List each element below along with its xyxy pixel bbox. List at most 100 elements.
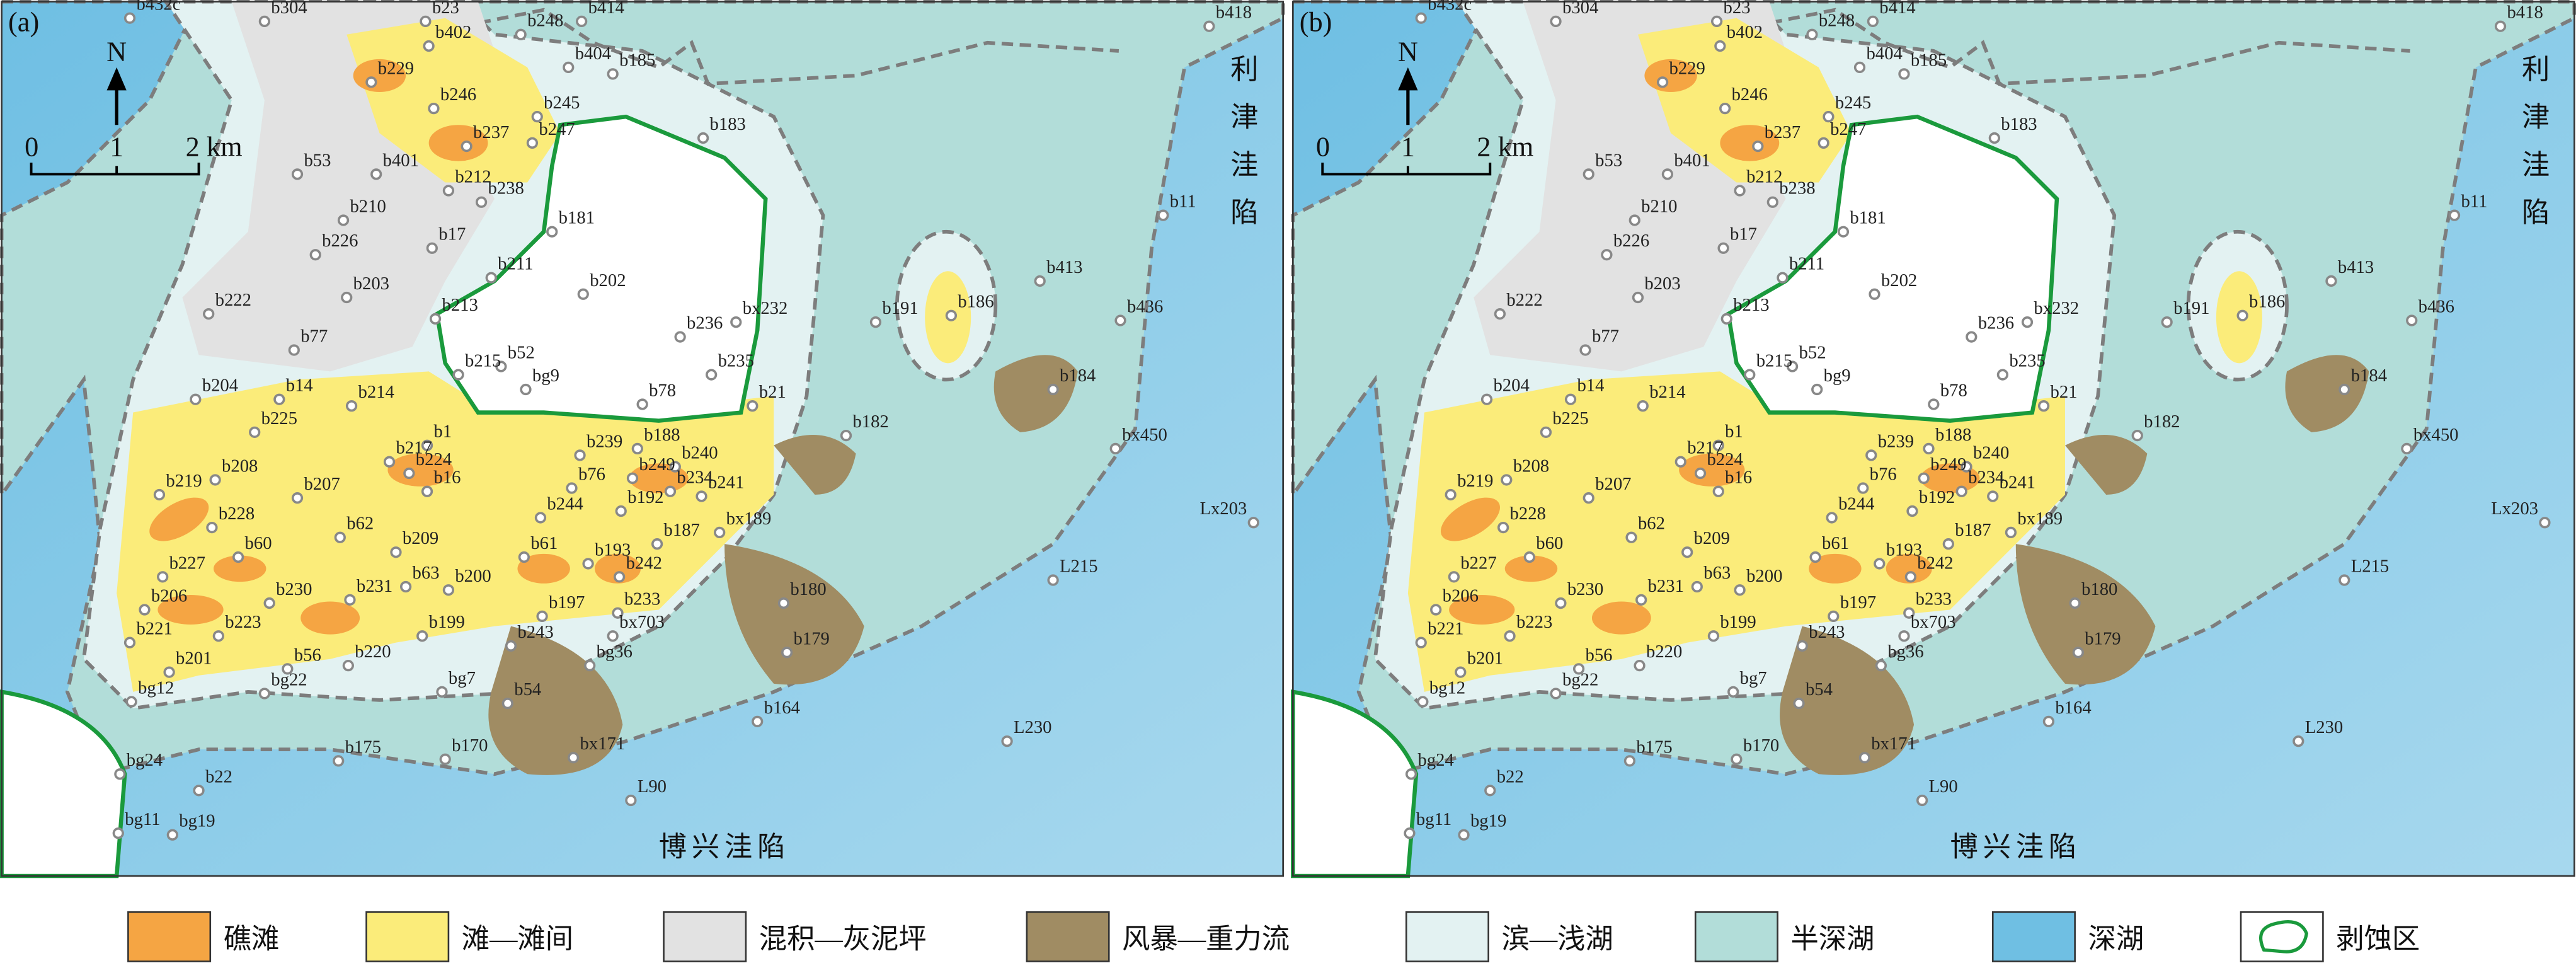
well-marker (1484, 785, 1496, 797)
well-label: b191 (882, 298, 918, 318)
well-label: b229 (378, 58, 414, 78)
well-marker (1916, 794, 1928, 807)
well-marker (584, 660, 596, 672)
scale-label: 0 (25, 131, 38, 163)
well-marker (421, 439, 433, 451)
well-marker (1661, 168, 1674, 180)
well-label: b192 (1919, 487, 1955, 507)
well-marker (263, 597, 275, 609)
well-marker (777, 597, 790, 609)
well-label: b418 (2507, 3, 2543, 23)
well-label: b52 (1799, 343, 1826, 363)
well-marker (1898, 68, 1910, 80)
legend-label: 半深湖 (1790, 923, 1874, 955)
well-label: b11 (1170, 192, 1196, 212)
legend: 礁滩 滩—滩间 混积—灰泥坪 风暴—重力流 滨—浅湖 半深湖 深湖 剥蚀区 (127, 911, 2420, 962)
well-marker (439, 753, 451, 765)
well-marker (258, 688, 270, 700)
well-marker (1734, 185, 1746, 197)
well-marker (706, 369, 718, 381)
well-label: b77 (1592, 326, 1619, 346)
legend-label: 深湖 (2088, 923, 2144, 955)
well-label: b78 (649, 380, 676, 400)
well-marker (157, 571, 169, 583)
well-label: b179 (794, 628, 830, 648)
well-marker (1001, 735, 1013, 747)
well-marker (1404, 827, 1416, 839)
well-marker (258, 15, 270, 28)
well-label: b230 (1567, 579, 1603, 599)
well-marker (1734, 584, 1746, 596)
well-label: b197 (1840, 592, 1876, 613)
well-marker (190, 393, 202, 405)
well-marker (1555, 597, 1567, 609)
well-marker (273, 393, 285, 405)
well-label: b240 (1973, 443, 2009, 463)
scale-label: 2 km (186, 131, 243, 163)
well-marker (1504, 630, 1516, 642)
well-label: b182 (852, 412, 888, 432)
well-marker (1203, 20, 1215, 32)
well-label: b76 (1870, 464, 1897, 484)
well-label: b191 (2173, 298, 2209, 318)
well-label: b246 (440, 84, 476, 105)
well-label: b188 (644, 425, 680, 445)
well-label: bx189 (2017, 509, 2063, 529)
well-label: b244 (1838, 493, 1874, 514)
well-marker (1717, 242, 1729, 254)
well-label: b201 (176, 648, 212, 669)
well-label: b215 (465, 351, 501, 371)
well-marker (123, 637, 136, 648)
legend-label: 滩—滩间 (462, 923, 573, 955)
well-marker (747, 400, 758, 412)
well-marker (1903, 607, 1915, 619)
well-marker (1601, 249, 1613, 261)
well-label: Lx203 (2491, 498, 2538, 519)
well-marker (1405, 768, 1417, 780)
well-marker (399, 580, 412, 593)
well-marker (282, 663, 294, 675)
well-label: b223 (225, 612, 261, 632)
well-marker (1034, 275, 1046, 287)
well-label: b404 (575, 43, 611, 64)
well-label: b56 (1586, 645, 1613, 665)
well-label: b402 (435, 22, 471, 42)
well-label: b188 (1935, 425, 1971, 445)
well-label: b61 (530, 533, 558, 553)
well-marker (1681, 546, 1693, 558)
well-label: b227 (169, 553, 205, 573)
well-label: b219 (1457, 471, 1493, 491)
well-marker (1430, 604, 1442, 616)
well-label: Lx203 (1199, 498, 1247, 519)
well-marker (2401, 442, 2413, 455)
well-label: b183 (710, 114, 746, 134)
well-marker (1727, 686, 1739, 698)
well-marker (344, 594, 356, 606)
well-marker (337, 214, 350, 226)
well-label: b221 (136, 619, 172, 639)
well-marker (1796, 640, 1808, 652)
well-marker (612, 607, 624, 619)
well-label: b14 (286, 376, 313, 396)
well-marker (2042, 715, 2055, 727)
well-marker (674, 331, 686, 343)
well-marker (1625, 531, 1637, 543)
well-label: b226 (322, 231, 358, 251)
well-label: bg19 (1470, 811, 1506, 831)
well-label: b225 (1552, 408, 1588, 429)
well-marker (615, 505, 627, 517)
well-marker (614, 571, 626, 583)
well-label: b60 (1536, 533, 1563, 553)
well-marker (1987, 490, 1999, 502)
well-marker (1731, 753, 1743, 765)
well-marker (1818, 137, 1829, 149)
well-marker (342, 660, 354, 672)
well-marker (1874, 558, 1886, 570)
well-marker (1448, 571, 1460, 583)
well-label: bx232 (2034, 298, 2079, 318)
well-label: b237 (1765, 122, 1800, 142)
well-marker (1109, 442, 1121, 455)
well-marker (1157, 209, 1169, 221)
well-label: b56 (294, 645, 321, 665)
well-label: L90 (638, 776, 667, 797)
